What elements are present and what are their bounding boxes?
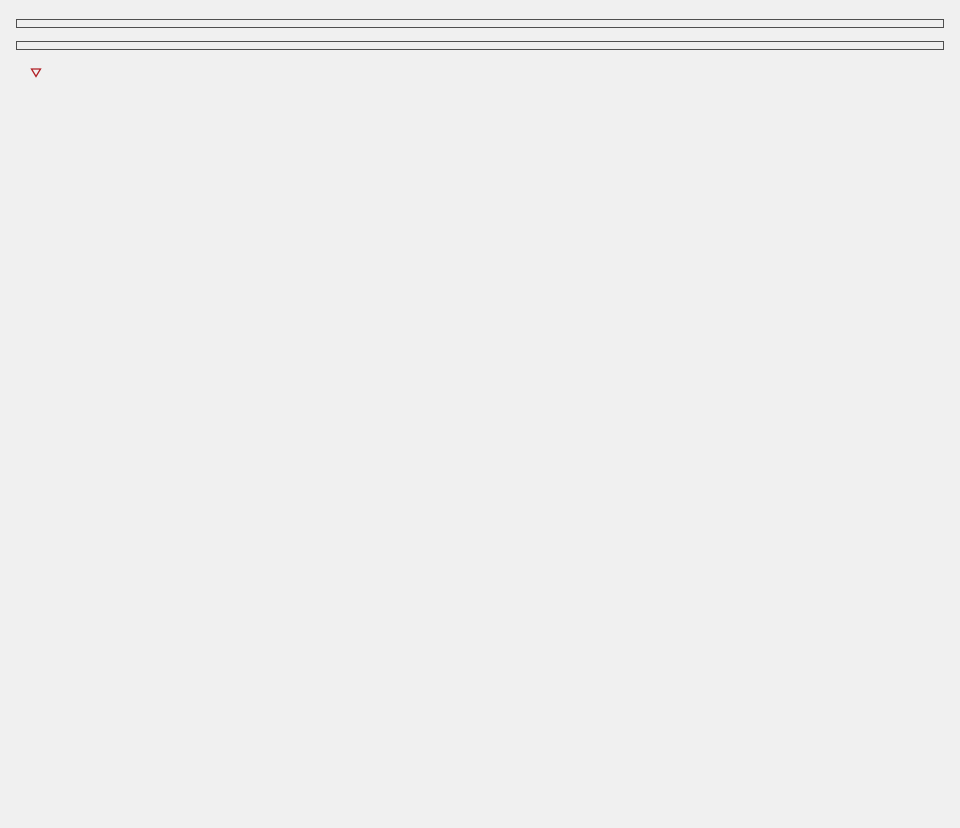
group-b-box xyxy=(16,41,944,50)
triangle-down-icon xyxy=(30,68,42,78)
figure-title xyxy=(16,4,944,19)
legend xyxy=(16,63,944,78)
group-a-box xyxy=(16,19,944,28)
